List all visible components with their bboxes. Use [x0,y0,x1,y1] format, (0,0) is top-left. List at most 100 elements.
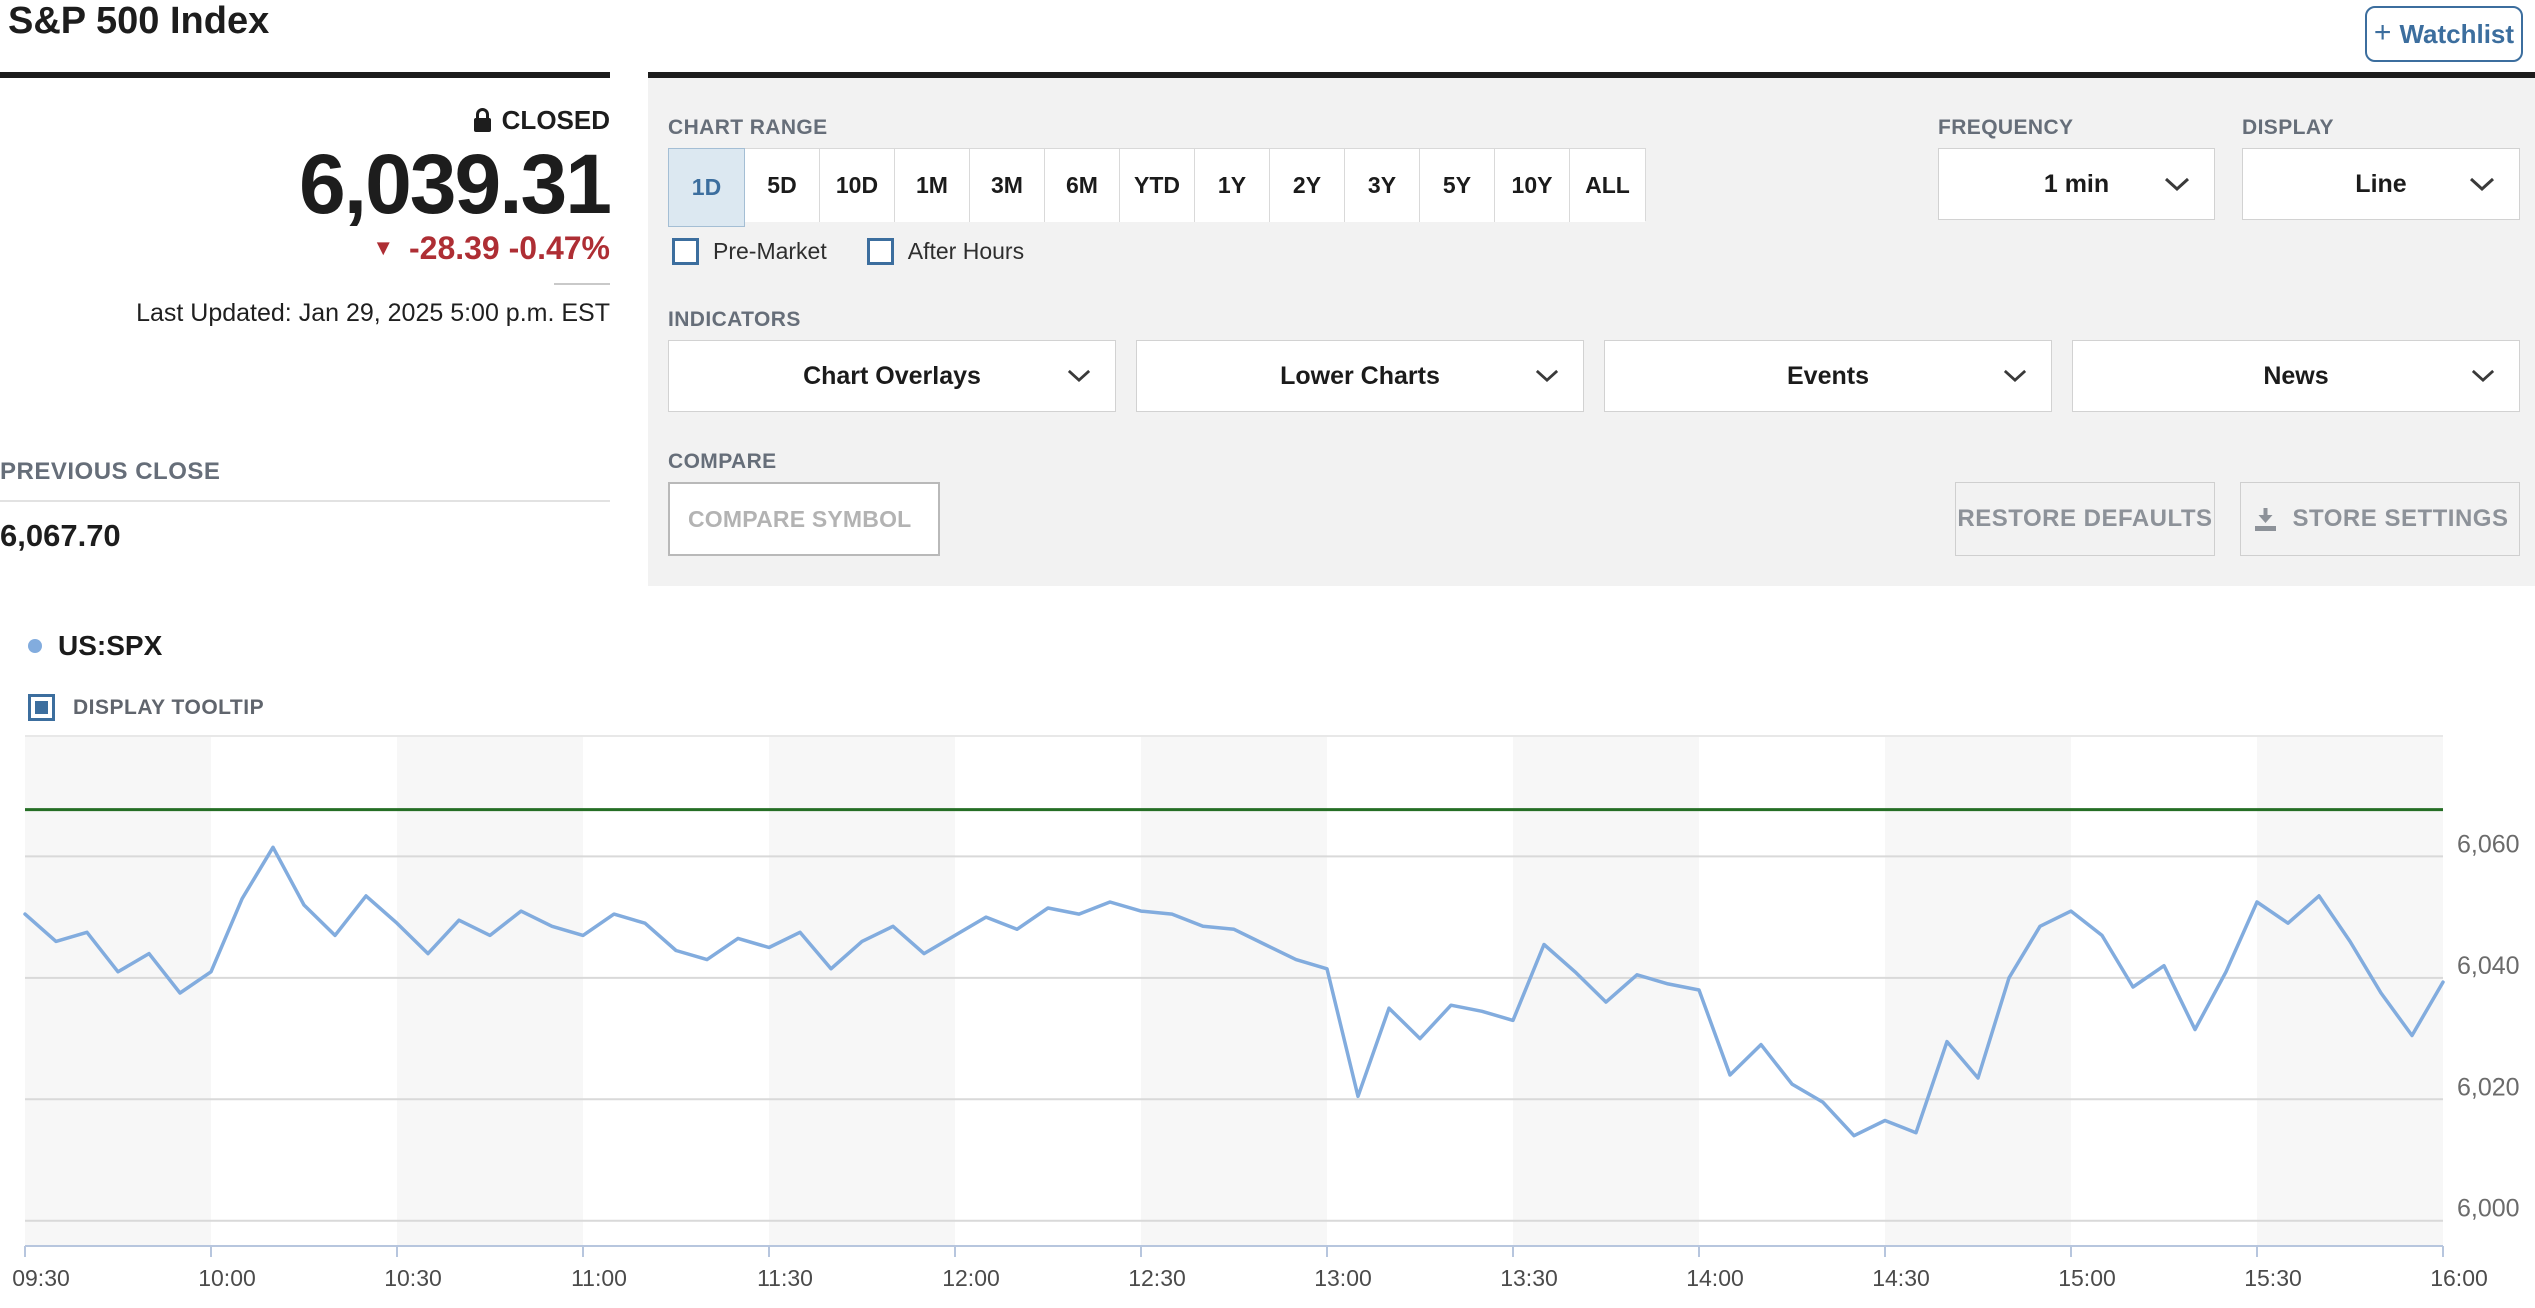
quote-block: CLOSED 6,039.31 ▼ -28.39 -0.47% Last Upd… [0,96,612,328]
y-axis-label: 6,020 [2457,1073,2520,1101]
watchlist-button-label: Watchlist [2399,18,2515,49]
indicator-dropdown-news[interactable]: News [2072,340,2520,412]
chart-band [769,735,955,1245]
x-axis-label: 14:30 [1872,1265,1930,1291]
indicator-dropdown-events[interactable]: Events [1604,340,2052,412]
lock-icon [473,108,491,132]
range-button-10y[interactable]: 10Y [1495,149,1570,222]
x-axis-label: 09:30 [12,1265,70,1291]
price-change-row: ▼ -28.39 -0.47% [0,230,610,267]
y-axis-label: 6,060 [2457,830,2520,858]
previous-close-block: PREVIOUS CLOSE 6,067.70 [0,458,610,554]
chevron-down-icon [1067,369,1091,383]
download-icon [2254,507,2276,531]
compare-label: COMPARE [668,450,777,473]
range-button-1d[interactable]: 1D [668,148,745,227]
chevron-down-icon [2003,369,2027,383]
price-change-percent: -0.47% [508,230,610,266]
series-legend: US:SPX [28,630,162,662]
range-button-10d[interactable]: 10D [820,149,895,222]
compare-symbol-input[interactable] [668,482,940,556]
display-tooltip-checkbox[interactable] [28,694,55,721]
indicator-dropdowns: Chart Overlays Lower Charts Events News [648,340,2535,412]
range-button-group: 1D 5D 10D 1M 3M 6M YTD 1Y 2Y 3Y 5Y 10Y ALL [668,148,1646,227]
chevron-down-icon [1535,369,1559,383]
restore-defaults-label: RESTORE DEFAULTS [1957,505,2213,532]
x-axis-label: 13:00 [1314,1265,1372,1291]
range-button-all[interactable]: ALL [1570,149,1645,222]
range-button-1y[interactable]: 1Y [1195,149,1270,222]
frequency-value: 1 min [2043,169,2110,198]
range-button-3m[interactable]: 3M [970,149,1045,222]
range-button-6m[interactable]: 6M [1045,149,1120,222]
frequency-dropdown[interactable]: 1 min [1938,148,2215,220]
display-tooltip-label: DISPLAY TOOLTIP [73,695,265,719]
range-button-ytd[interactable]: YTD [1120,149,1195,222]
chevron-down-icon [2469,177,2495,192]
quote-mini-divider [554,283,610,285]
x-axis-label: 13:30 [1500,1265,1558,1291]
x-axis-label: 16:00 [2430,1265,2488,1291]
x-axis-label: 12:30 [1128,1265,1186,1291]
display-dropdown[interactable]: Line [2242,148,2520,220]
frequency-label: FREQUENCY [1938,116,2074,139]
pre-market-option: Pre-Market [672,238,827,265]
down-arrow-icon: ▼ [372,235,395,260]
pre-market-checkbox[interactable] [672,238,699,265]
display-label: DISPLAY [2242,116,2334,139]
range-button-1m[interactable]: 1M [895,149,970,222]
chart-controls-panel: CHART RANGE 1D 5D 10D 1M 3M 6M YTD 1Y 2Y 3Y 5Y 10Y A… [648,78,2535,586]
series-symbol: US:SPX [58,630,163,661]
x-axis-label: 10:30 [384,1265,442,1291]
price-chart-plot[interactable]: 6,060 6,040 6,020 6,000 09:30 10:00 10:30 11:00… [0,735,2535,1303]
indicator-dropdown-chart-overlays[interactable]: Chart Overlays [668,340,1116,412]
chart-band [25,735,211,1245]
after-hours-checkbox[interactable] [866,238,894,265]
store-settings-label: STORE SETTINGS [2292,505,2509,532]
store-settings-button[interactable]: STORE SETTINGS [2240,482,2520,556]
indicators-label: INDICATORS [668,308,801,331]
restore-defaults-button[interactable]: RESTORE DEFAULTS [1955,482,2215,556]
range-button-2y[interactable]: 2Y [1270,149,1345,222]
x-axis-label: 14:00 [1686,1265,1744,1291]
x-axis-label: 10:00 [198,1265,256,1291]
x-axis-label: 15:30 [2244,1265,2302,1291]
y-axis-label: 6,000 [2457,1195,2520,1223]
indicator-dropdown-lower-charts[interactable]: Lower Charts [1136,340,1584,412]
after-hours-label: After Hours [907,238,1025,264]
range-button-5y[interactable]: 5Y [1420,149,1495,222]
display-value: Line [2355,169,2407,198]
page-title: S&P 500 Index [8,0,270,42]
chart-band [2257,735,2443,1245]
chevron-down-icon [2164,177,2190,192]
add-watchlist-button[interactable]: + Watchlist [2365,6,2523,62]
chart-band [1885,735,2071,1245]
chevron-down-icon [2471,369,2495,383]
range-button-3y[interactable]: 3Y [1345,149,1420,222]
series-dot-icon [28,639,42,653]
previous-close-value: 6,067.70 [0,518,121,553]
plus-icon: + [2373,15,2392,49]
header-divider-right [648,72,2535,78]
display-tooltip-row: DISPLAY TOOLTIP [28,694,264,721]
after-hours-option: After Hours [866,238,1025,265]
price-change: -28.39 [408,230,500,266]
price-line-series [23,845,2445,1138]
status-badge: CLOSED [501,104,610,135]
chart-band [1141,735,1327,1245]
session-checkbox-row: Pre-Market After Hours [672,238,1024,265]
pre-market-label: Pre-Market [713,238,827,264]
last-price: 6,039.31 [299,137,612,231]
last-updated-text: Last Updated: Jan 29, 2025 5:00 p.m. EST [136,299,610,327]
chart-range-label: CHART RANGE [668,116,828,139]
range-button-5d[interactable]: 5D [745,149,820,222]
previous-close-divider [0,500,610,502]
price-chart: 6,060 6,040 6,020 6,000 09:30 10:00 10:30 11:00… [0,735,2535,1303]
header-divider-left [0,72,610,78]
chart-band [397,735,583,1245]
market-status-row: CLOSED [0,104,610,136]
chart-band [1513,735,1699,1245]
x-axis-label: 11:00 [571,1265,627,1291]
x-axis-label: 15:00 [2058,1265,2116,1291]
x-axis-label: 12:00 [942,1265,1000,1291]
